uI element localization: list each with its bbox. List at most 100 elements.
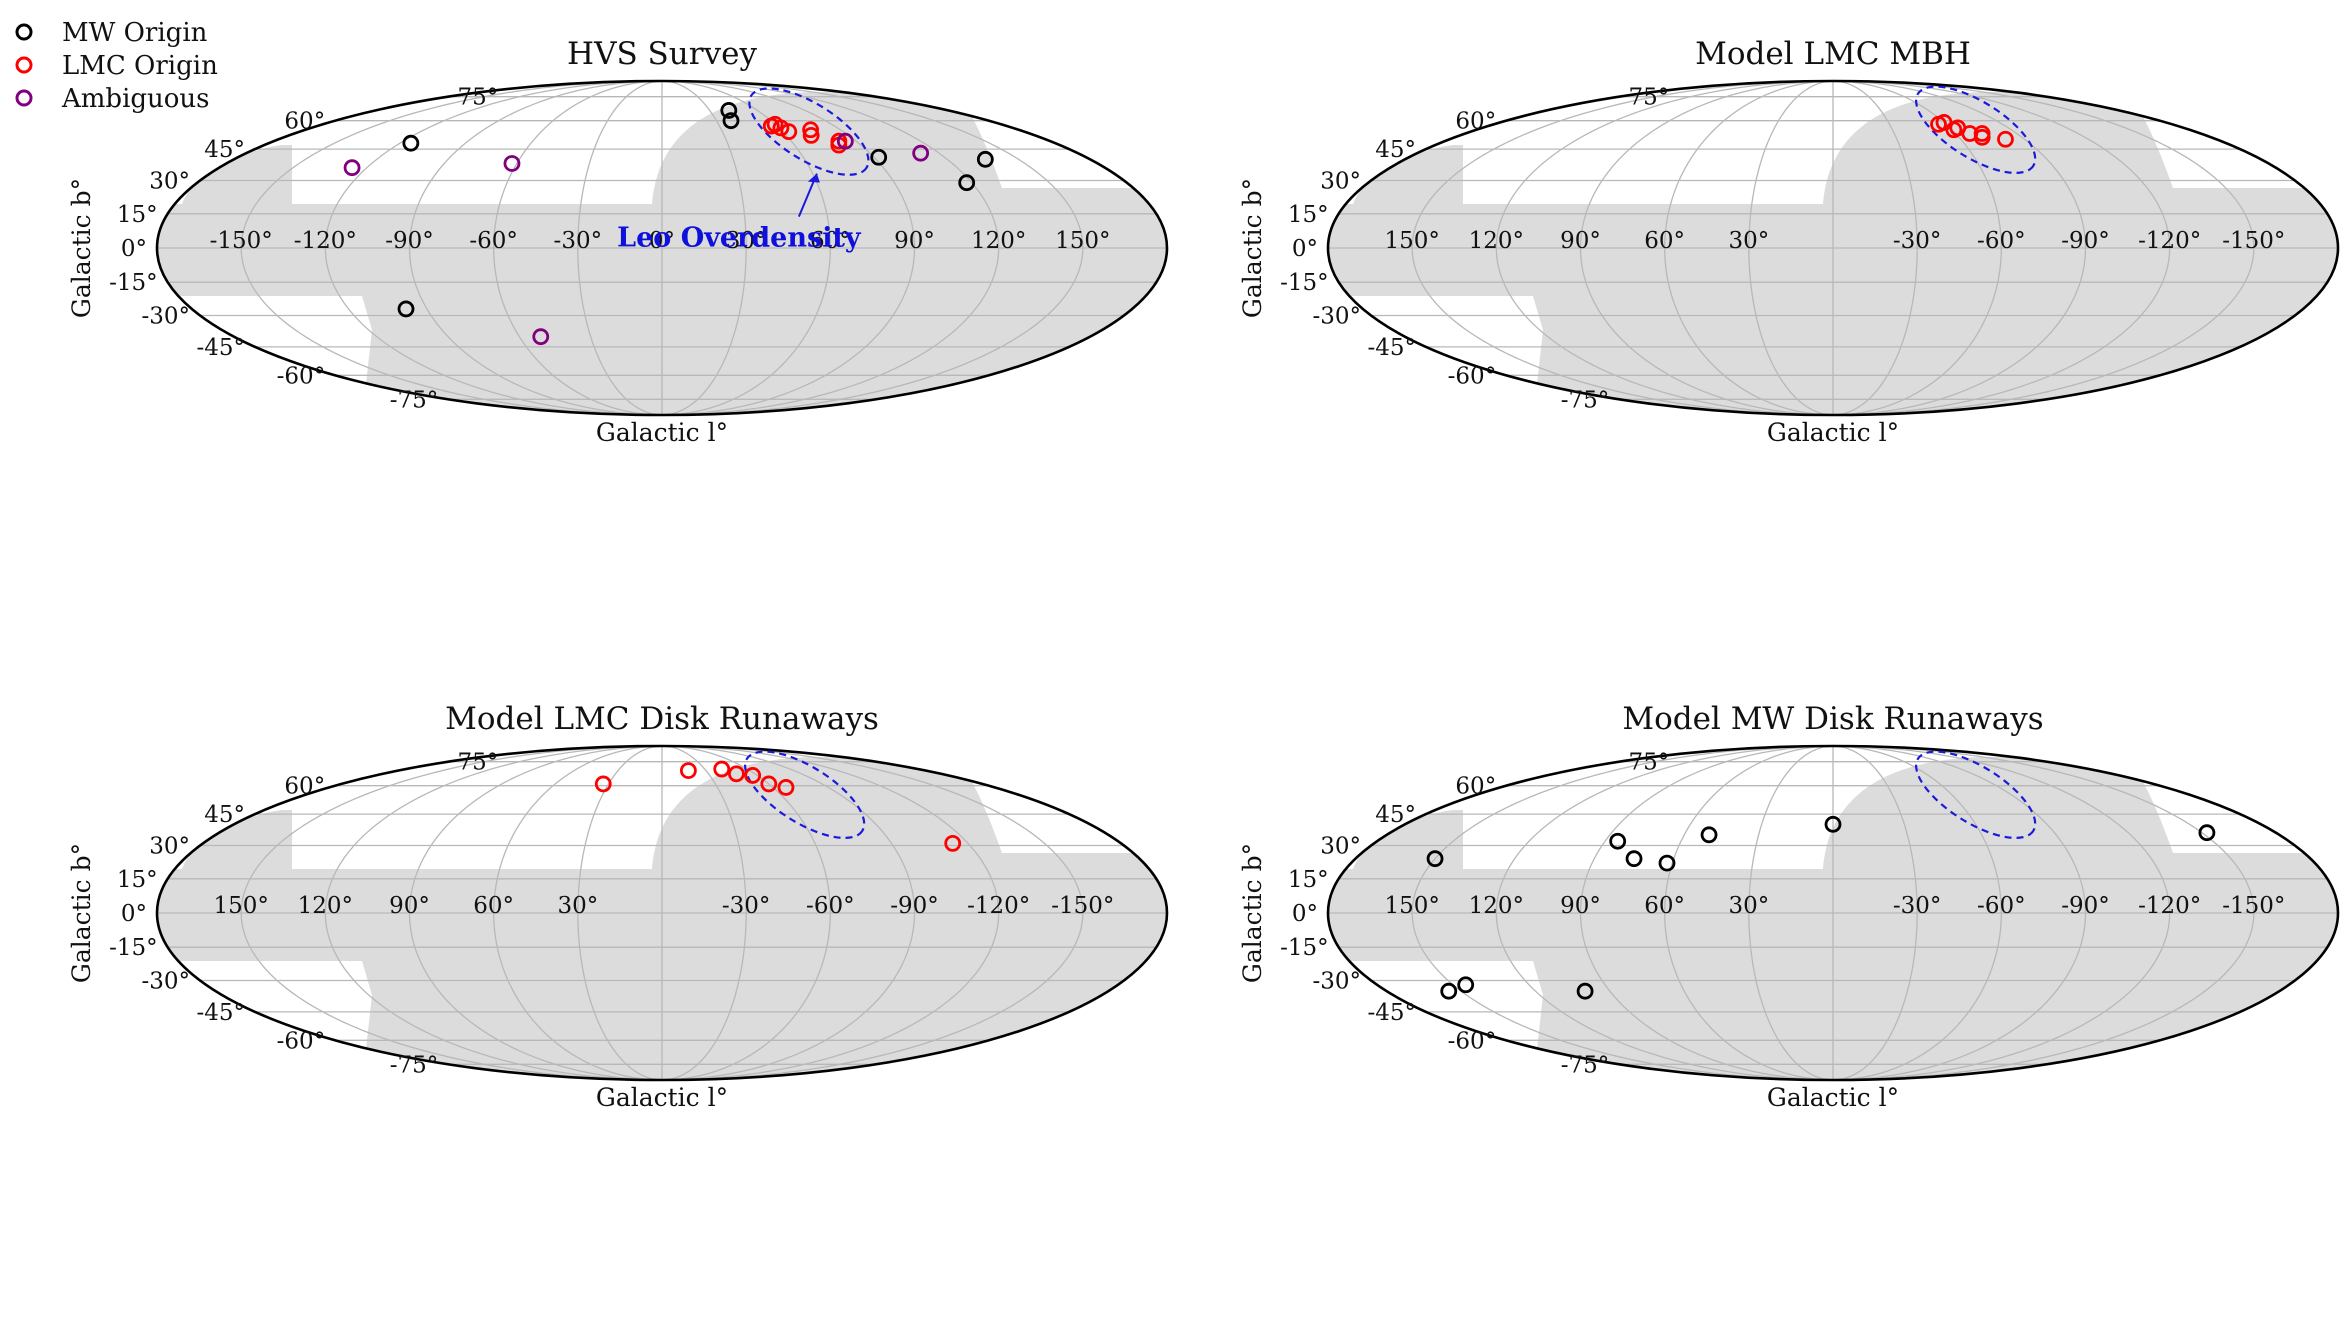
point-lmc-origin: [944, 834, 962, 852]
point-lmc-origin: [802, 127, 820, 144]
point-mw-origin: [1609, 832, 1627, 850]
y-axis-label: Galactic b°: [67, 178, 96, 318]
leo-overdensity-ellipse: [748, 87, 870, 176]
x-tick-label: -150°: [210, 228, 273, 254]
y-tick-label: 75°: [458, 85, 499, 111]
x-tick-label: -120°: [2138, 228, 2201, 254]
y-tick-label: -30°: [1312, 968, 1361, 994]
point-mw-origin: [1440, 982, 1458, 1000]
x-tick-label: -60°: [1977, 228, 2026, 254]
point-mw-origin: [976, 150, 994, 168]
graticule: [157, 746, 1167, 1080]
y-tick-label: -60°: [1448, 363, 1497, 389]
y-tick-label: 45°: [1375, 137, 1416, 163]
x-tick-label: -90°: [385, 228, 434, 254]
y-axis-label: Galactic b°: [1238, 178, 1267, 318]
leo-overdensity-ellipse: [744, 750, 866, 840]
leo-overdensity-ellipse: [1915, 750, 2037, 840]
x-tick-label: -150°: [1051, 893, 1114, 919]
point-lmc-origin: [802, 121, 819, 139]
y-tick-label: 45°: [1375, 802, 1416, 828]
x-tick-label: -120°: [2138, 893, 2201, 919]
x-tick-label: 90°: [894, 228, 935, 254]
point-lmc-origin: [713, 760, 731, 778]
y-tick-label: 0°: [1292, 901, 1318, 927]
y-tick-label: -15°: [109, 270, 158, 296]
x-tick-label: 30°: [1728, 893, 1769, 919]
point-lmc-origin: [1997, 130, 2014, 148]
point-mw-origin: [1658, 854, 1676, 872]
y-tick-label: 30°: [1320, 834, 1361, 860]
x-tick-label: -120°: [294, 228, 357, 254]
x-tick-label: 120°: [1469, 893, 1524, 919]
y-tick-label: -60°: [277, 363, 326, 389]
point-mw-origin: [722, 112, 740, 130]
y-tick-label: 15°: [117, 867, 158, 893]
y-tick-label: 60°: [284, 109, 325, 135]
point-mw-origin: [2198, 824, 2216, 842]
point-ambiguous: [343, 159, 361, 177]
x-tick-label: -30°: [1893, 893, 1942, 919]
point-ambiguous: [532, 328, 550, 346]
legend-label-mw-origin: MW Origin: [62, 18, 208, 48]
point-mw-origin: [1625, 850, 1643, 868]
x-tick-label: -30°: [1893, 228, 1942, 254]
x-tick-label: 90°: [389, 893, 430, 919]
y-axis-label: Galactic b°: [67, 843, 96, 983]
panel-model-lmc-disk-runaways: Model LMC Disk Runaways 150° 120° 90° 60° 30°…: [0, 665, 1170, 1330]
x-axis-label: Galactic l°: [596, 418, 728, 447]
x-tick-label: 60°: [473, 893, 514, 919]
point-mw-origin: [1426, 850, 1444, 868]
point-mw-origin: [1457, 976, 1475, 994]
y-tick-label: 15°: [117, 202, 158, 228]
y-tick-label: -15°: [109, 935, 158, 961]
y-tick-label: 45°: [204, 802, 245, 828]
x-tick-label: 120°: [298, 893, 353, 919]
legend-label-ambiguous: Ambiguous: [61, 84, 210, 114]
y-tick-label: 30°: [149, 169, 190, 195]
point-ambiguous: [503, 155, 521, 172]
y-tick-label: 15°: [1288, 867, 1329, 893]
y-tick-label: 60°: [284, 774, 325, 800]
legend-marker-lmc-origin: [15, 56, 33, 74]
x-axis-label: Galactic l°: [1767, 1083, 1899, 1112]
y-tick-label: -45°: [196, 335, 245, 361]
x-axis-label: Galactic l°: [1767, 418, 1899, 447]
y-tick-label: 15°: [1288, 202, 1329, 228]
y-tick-label: 60°: [1455, 109, 1496, 135]
x-tick-label: 90°: [1560, 893, 1601, 919]
point-lmc-origin: [772, 119, 790, 137]
y-tick-label: 60°: [1455, 774, 1496, 800]
x-tick-label: -90°: [2061, 893, 2110, 919]
sky-outline: [155, 744, 1169, 1082]
legend-label-lmc-origin: LMC Origin: [62, 51, 218, 81]
y-tick-label: -45°: [196, 1000, 245, 1026]
y-tick-label: -30°: [141, 968, 190, 994]
panel-title: Model LMC MBH: [1695, 36, 1971, 72]
panel-title: Model MW Disk Runaways: [1622, 701, 2043, 737]
x-tick-label: 60°: [1644, 893, 1685, 919]
x-tick-label: -60°: [469, 228, 518, 254]
x-tick-label: 120°: [1469, 228, 1524, 254]
point-ambiguous: [912, 144, 930, 162]
y-tick-label: 75°: [1629, 750, 1670, 776]
y-tick-label: 45°: [204, 137, 245, 163]
y-tick-label: -60°: [1448, 1028, 1497, 1054]
point-ambiguous: [836, 132, 854, 150]
x-tick-label: -60°: [1977, 893, 2026, 919]
x-tick-label: 150°: [213, 893, 268, 919]
x-tick-label: -120°: [967, 893, 1030, 919]
y-tick-label: -30°: [141, 303, 190, 329]
data-points: [343, 102, 994, 346]
graticule: [157, 81, 1167, 415]
x-tick-label: -90°: [2061, 228, 2110, 254]
x-tick-label: -90°: [890, 893, 939, 919]
x-tick-label: 30°: [1728, 228, 1769, 254]
point-mw-origin: [1576, 982, 1594, 1000]
leo-overdensity-label: Leo Overdensity: [617, 223, 862, 254]
point-lmc-origin: [594, 775, 612, 793]
y-tick-label: 75°: [458, 750, 499, 776]
y-tick-label: -15°: [1280, 935, 1329, 961]
survey-footprint: [1328, 757, 2338, 1080]
x-tick-label: 150°: [1384, 893, 1439, 919]
